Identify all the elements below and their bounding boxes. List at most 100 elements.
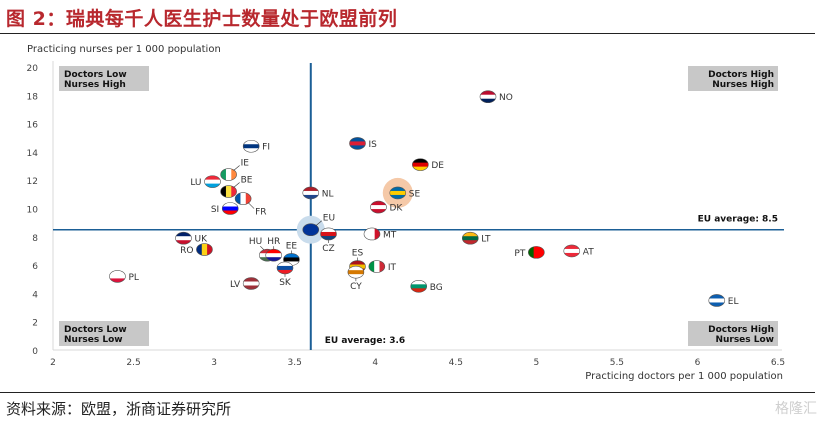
flag-icon xyxy=(283,253,300,266)
point-label: RO xyxy=(180,246,193,256)
point-label: NO xyxy=(499,93,513,103)
flag-outline xyxy=(302,186,320,200)
flag-icon xyxy=(462,232,479,245)
point-label: LT xyxy=(481,235,491,245)
point-label: EL xyxy=(728,297,739,307)
point-label: SI xyxy=(211,205,219,215)
quadrant-text: Doctors Low xyxy=(64,325,127,335)
flag-outline xyxy=(528,246,545,259)
flag-outline xyxy=(412,158,429,171)
x-tick-label: 4.5 xyxy=(449,358,463,368)
figure-title: 图 2：瑞典每千人医生护士数量处于欧盟前列 xyxy=(6,8,398,30)
flag-outline xyxy=(461,231,479,245)
point-label: BG xyxy=(430,283,443,293)
y-tick-label: 8 xyxy=(32,234,38,244)
flag-icon xyxy=(222,202,239,215)
quadrant-text: Doctors High xyxy=(708,325,774,335)
flag-icon xyxy=(302,186,319,199)
flag-outline xyxy=(109,270,126,283)
flag-outline xyxy=(368,260,386,273)
flag-outline xyxy=(242,277,260,290)
quadrant-box xyxy=(688,66,778,91)
x-tick-label: 3.5 xyxy=(288,358,302,368)
flag-icon xyxy=(265,249,282,262)
flag-icon xyxy=(320,227,337,240)
flag-outline xyxy=(349,137,366,150)
y-tick-label: 10 xyxy=(27,206,39,216)
flag-icon xyxy=(389,186,406,199)
data-point-mt: MT xyxy=(363,227,397,241)
data-point-pt: PT xyxy=(514,246,545,259)
flag-outline xyxy=(302,223,320,237)
data-point-cy: CY xyxy=(347,265,365,292)
point-label: LV xyxy=(230,280,241,290)
x-tick-label: 4 xyxy=(372,358,378,368)
data-point-it: IT xyxy=(368,260,397,273)
data-point-fi: FI xyxy=(242,139,270,153)
point-label: IS xyxy=(369,140,378,150)
data-point-be: BE xyxy=(220,176,253,198)
flag-outline xyxy=(220,168,237,181)
leader-line xyxy=(247,202,255,209)
flag-outline xyxy=(220,185,237,198)
flag-icon xyxy=(368,260,385,273)
flag-icon xyxy=(204,175,221,188)
flag-icon xyxy=(349,137,366,150)
flag-icon xyxy=(563,244,580,257)
point-label: IE xyxy=(241,159,250,169)
point-label: HR xyxy=(267,237,280,247)
data-point-ie: IE xyxy=(220,159,250,181)
y-tick-label: 16 xyxy=(27,121,39,131)
flag-outline xyxy=(175,231,192,245)
data-point-eu: EU xyxy=(296,214,335,244)
data-point-lv: LV xyxy=(230,277,260,290)
flag-outline xyxy=(221,202,239,215)
y-tick-label: 6 xyxy=(32,262,38,272)
point-label: FI xyxy=(262,143,270,153)
y-tick-label: 18 xyxy=(27,92,39,102)
quadrant-box xyxy=(59,321,149,346)
x-tick-label: 2 xyxy=(50,358,56,368)
source-divider xyxy=(0,392,815,393)
point-label: BE xyxy=(241,176,253,186)
point-label: IT xyxy=(388,263,397,273)
flag-outline xyxy=(234,192,252,205)
flag-outline xyxy=(204,175,221,188)
flag-outline xyxy=(708,294,726,307)
flag-icon xyxy=(235,192,252,205)
data-point-el: EL xyxy=(708,294,739,307)
flag-icon xyxy=(243,277,260,290)
flag-icon xyxy=(109,270,126,283)
flag-icon xyxy=(220,185,237,198)
flag-icon xyxy=(175,232,192,245)
point-label: SE xyxy=(409,189,421,199)
leader-line xyxy=(233,182,240,188)
data-point-bg: BG xyxy=(410,280,443,293)
quadrant-text: Nurses Low xyxy=(715,335,774,345)
data-point-dk: DK xyxy=(370,200,403,214)
data-point-pl: PL xyxy=(109,270,139,283)
point-label: MT xyxy=(383,230,397,240)
flag-outline xyxy=(370,200,387,214)
source-note: 资料来源：欧盟，浙商证券研究所 xyxy=(6,400,232,418)
leader-line xyxy=(233,165,240,171)
flag-icon xyxy=(480,90,496,103)
data-point-sk: SK xyxy=(276,261,294,288)
point-label: EE xyxy=(286,241,298,251)
y-axis-label: Practicing nurses per 1 000 population xyxy=(27,44,221,55)
flag-icon xyxy=(708,294,725,307)
point-label: FR xyxy=(255,208,266,218)
data-point-hr: HR xyxy=(265,237,283,262)
flag-outline xyxy=(242,139,260,153)
point-label: NL xyxy=(322,189,334,199)
flag-icon xyxy=(196,243,213,256)
data-point-ro: RO xyxy=(180,243,213,256)
flag-outline xyxy=(363,227,381,241)
point-label: DK xyxy=(389,204,403,214)
flag-icon xyxy=(302,223,319,236)
point-label: PL xyxy=(128,273,138,283)
quadrant-text: Doctors High xyxy=(708,70,774,80)
axes: 0 2 4 6 8 10 12 14 16 18 20 2 2.5 3 3.5 4 4.5 5 5.5 6 6.5 xyxy=(27,61,785,368)
